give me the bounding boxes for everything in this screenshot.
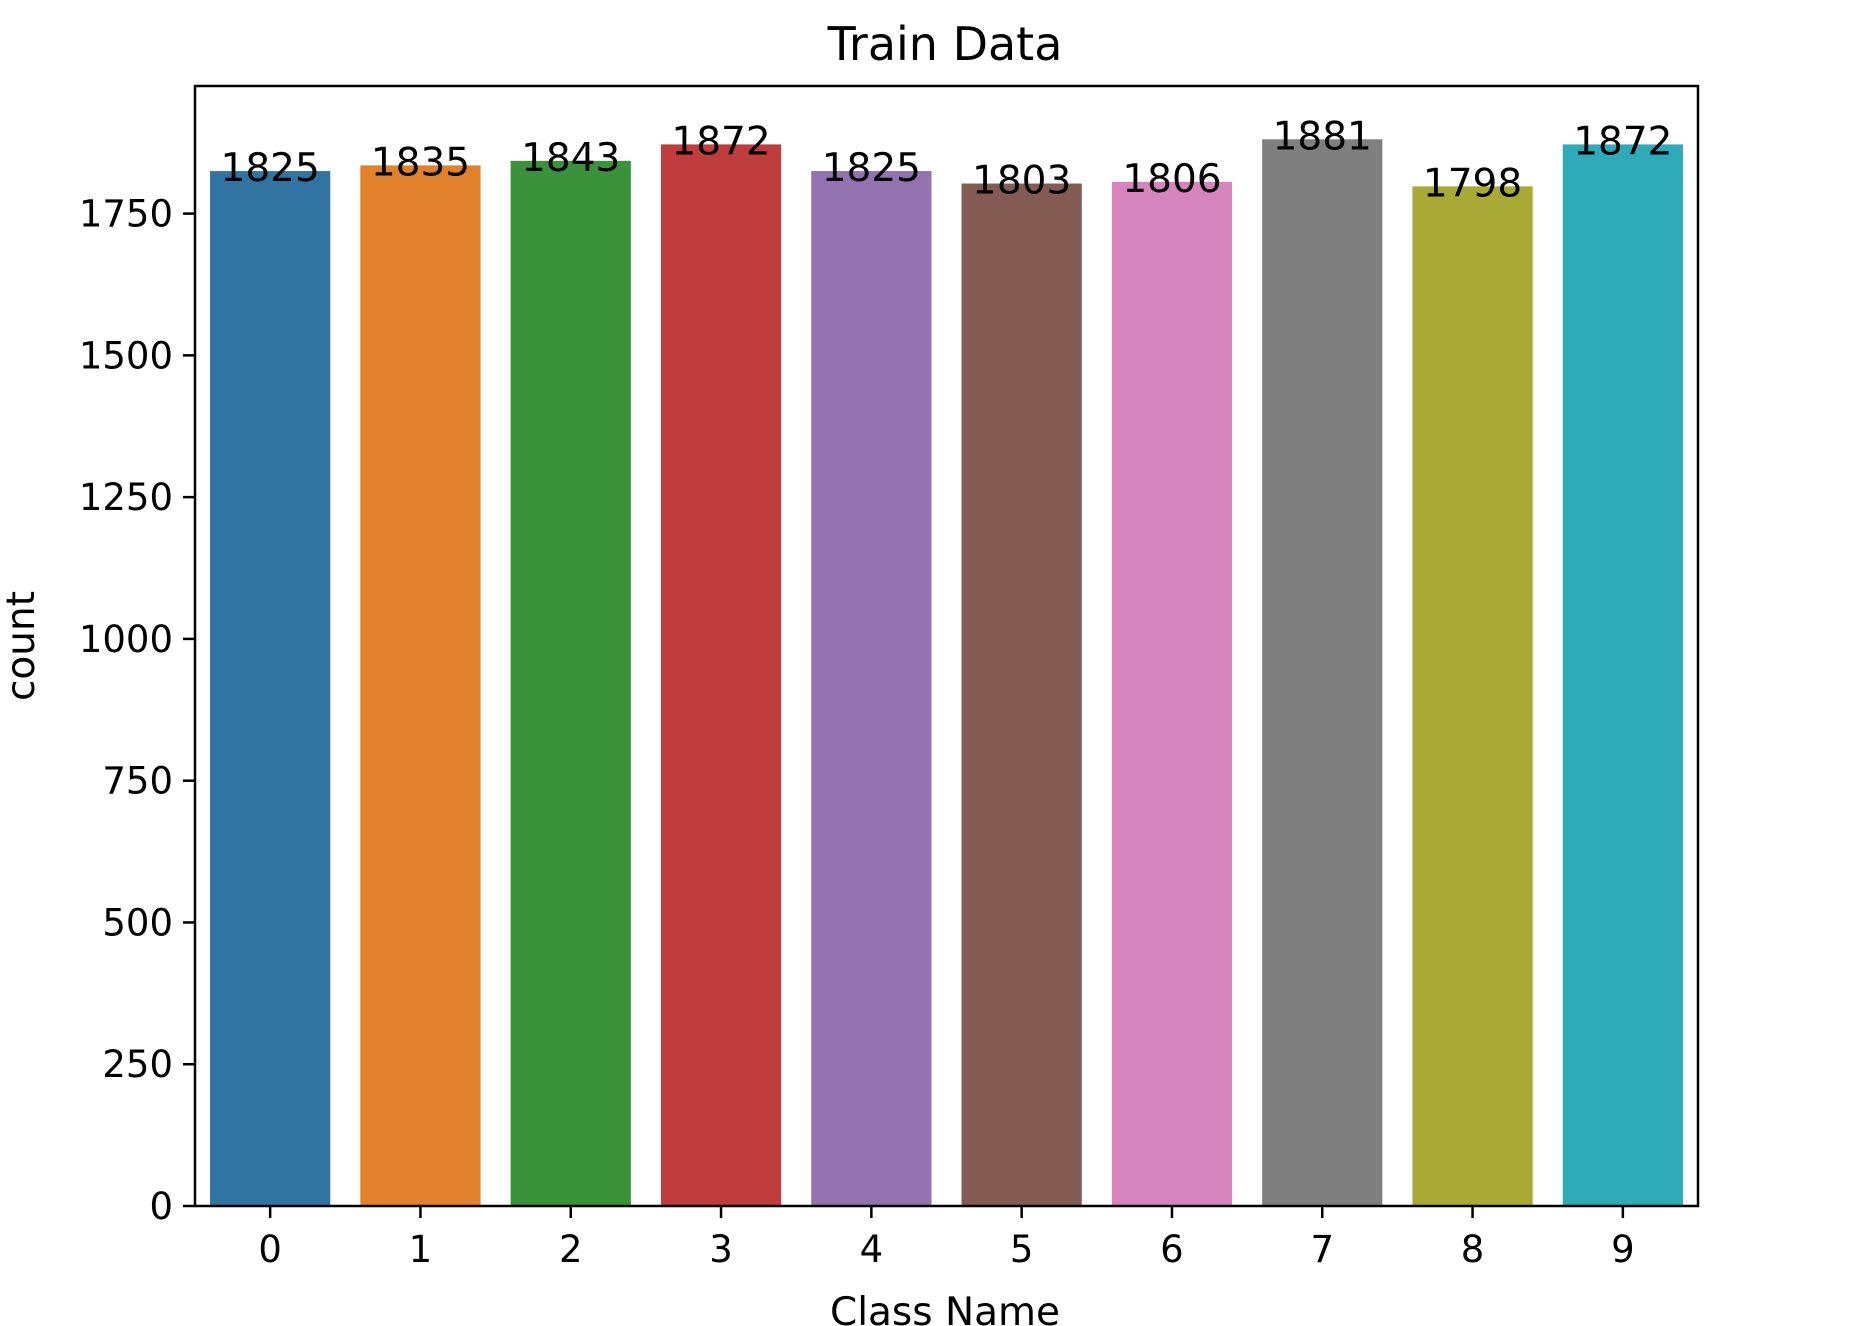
data-label-7: 1881: [1273, 114, 1372, 159]
y-tick-label-250: 250: [102, 1043, 173, 1086]
x-tick-label-5: 5: [1010, 1228, 1034, 1271]
data-label-9: 1872: [1573, 119, 1672, 164]
data-label-5: 1803: [972, 159, 1071, 204]
y-tick-label-750: 750: [102, 760, 173, 803]
x-tick-label-8: 8: [1461, 1228, 1485, 1271]
data-label-6: 1806: [1122, 157, 1221, 202]
x-tick-label-1: 1: [409, 1228, 433, 1271]
x-tick-label-0: 0: [258, 1228, 282, 1271]
x-axis-label: Class Name: [830, 1290, 1060, 1326]
bar-8: [1412, 186, 1533, 1206]
plot-frame: [193, 84, 1700, 1208]
y-axis-label: count: [0, 591, 44, 701]
data-label-0: 1825: [221, 146, 320, 191]
bar-3: [660, 144, 782, 1206]
bar-1: [360, 165, 481, 1206]
x-tick-label-7: 7: [1310, 1228, 1334, 1271]
bar-6: [1111, 181, 1233, 1206]
data-label-4: 1825: [822, 146, 921, 191]
data-label-1: 1835: [371, 140, 470, 185]
bar-2: [510, 160, 631, 1206]
bar-4: [811, 171, 932, 1207]
bar-7: [1262, 139, 1383, 1206]
y-tick-label-1250: 1250: [79, 476, 173, 519]
x-tick-label-4: 4: [860, 1228, 884, 1271]
bars-group: [210, 139, 1683, 1207]
data-label-8: 1798: [1423, 161, 1522, 206]
bar-9: [1562, 144, 1683, 1206]
x-tick-label-6: 6: [1160, 1228, 1184, 1271]
x-axis-ticks: 0 1 2 3 4 5 6 7 8 9: [258, 1206, 1635, 1271]
y-tick-label-500: 500: [102, 901, 173, 944]
data-label-3: 1872: [671, 119, 770, 164]
y-tick-label-0: 0: [149, 1185, 173, 1228]
y-tick-label-1750: 1750: [79, 193, 173, 236]
chart-title: Train Data: [827, 17, 1063, 71]
bar-0: [210, 171, 331, 1207]
bar-5: [961, 183, 1082, 1206]
x-tick-label-9: 9: [1611, 1228, 1635, 1271]
data-labels-group: 1825 1835 1843 1872 1825 1803 1806 1881 1798 1872: [221, 114, 1673, 206]
y-tick-label-1000: 1000: [79, 618, 173, 661]
x-tick-label-2: 2: [559, 1228, 583, 1271]
x-tick-label-3: 3: [709, 1228, 733, 1271]
y-axis-ticks: 0 250 500 750 1000 1250 1500 1750: [79, 193, 195, 1228]
data-label-2: 1843: [521, 136, 620, 181]
y-tick-label-1500: 1500: [79, 334, 173, 377]
